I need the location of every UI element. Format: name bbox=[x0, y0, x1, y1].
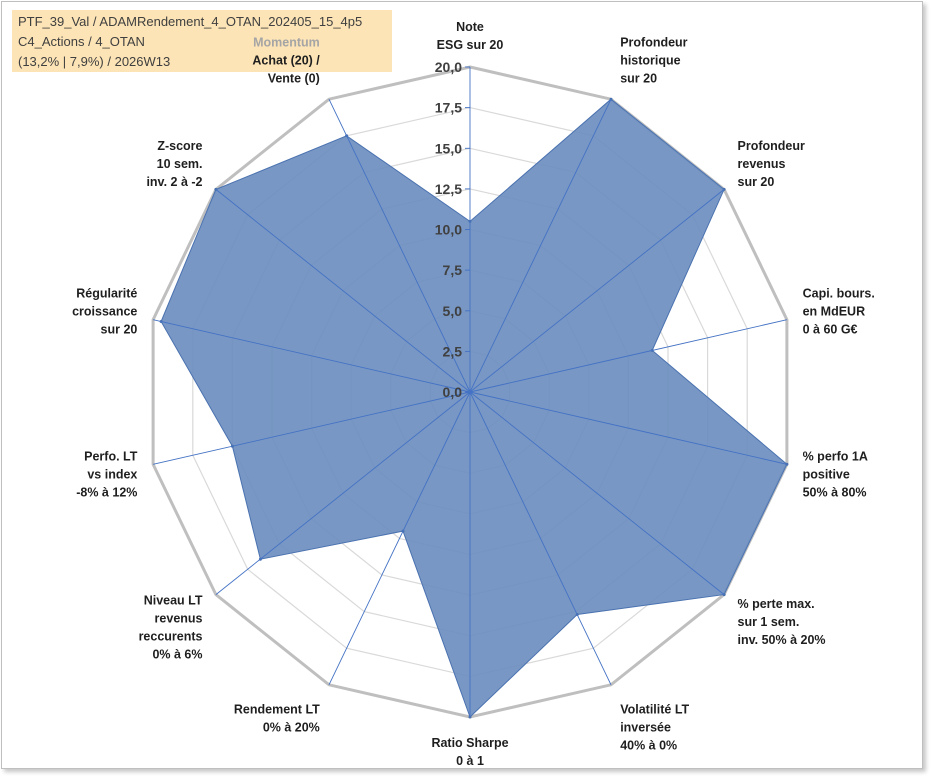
axis-label: Momentum Achat (20) / Vente (0) bbox=[252, 35, 320, 85]
axis-label-line: Rendement LT bbox=[234, 703, 320, 717]
axis-label: Z-score 10 sem. inv. 2 à -2 bbox=[146, 139, 202, 189]
axis-label-line: 0% à 6% bbox=[152, 647, 202, 661]
axis-label-line: Régularité bbox=[76, 286, 137, 300]
axis-label-line: en MdEUR bbox=[803, 304, 866, 318]
axis-label: Note ESG sur 20 bbox=[437, 20, 504, 52]
axis-label: Niveau LT revenus reccurents 0% à 6% bbox=[139, 593, 203, 661]
axis-label: Profondeur revenus sur 20 bbox=[738, 139, 805, 189]
axis-label-line: ESG sur 20 bbox=[437, 38, 504, 52]
axis-label-line: sur 20 bbox=[738, 175, 775, 189]
axis-label-line: revenus bbox=[155, 611, 203, 625]
radar-spoke bbox=[215, 391, 471, 595]
axis-label-line: 0% à 20% bbox=[263, 721, 320, 735]
axis-label-line: sur 20 bbox=[620, 71, 657, 85]
axis-label-line: 50% à 80% bbox=[803, 486, 867, 500]
radar-spoke bbox=[469, 99, 612, 393]
axis-label-line: vs index bbox=[87, 468, 137, 482]
axis-label-line: Niveau LT bbox=[144, 593, 203, 607]
axis-label-line: 0 à 60 G€ bbox=[803, 322, 858, 336]
axis-label-line: Momentum bbox=[253, 35, 320, 49]
axis-label-line: 10 sem. bbox=[157, 157, 203, 171]
axis-label-line: 40% à 0% bbox=[620, 739, 677, 753]
radar-spoke bbox=[469, 391, 788, 465]
radar-tick-label: 2,5 bbox=[443, 343, 463, 359]
axis-label-line: Z-score bbox=[157, 139, 202, 153]
axis-label-line: Profondeur bbox=[738, 139, 805, 153]
axis-label-line: % perfo 1A bbox=[803, 450, 868, 464]
axis-label: Capi. bours. en MdEUR 0 à 60 G€ bbox=[803, 286, 875, 336]
axis-label-line: croissance bbox=[72, 304, 137, 318]
radar-tick-label: 10,0 bbox=[435, 222, 462, 238]
axis-label-line: Note bbox=[456, 20, 484, 34]
info-line-stats: (13,2% | 7,9%) / 2026W13 bbox=[18, 54, 171, 69]
axis-label-line: Capi. bours. bbox=[803, 286, 875, 300]
radar-spoke bbox=[469, 189, 725, 393]
axis-label-line: inv. 2 à -2 bbox=[146, 175, 202, 189]
info-line-portfolio: PTF_39_Val / ADAMRendement_4_OTAN_202405… bbox=[18, 14, 363, 29]
axis-label-line: reccurents bbox=[139, 629, 203, 643]
radar-spoke bbox=[152, 391, 471, 465]
radar-tick-label: 0,0 bbox=[443, 384, 463, 400]
portfolio-info-box: PTF_39_Val / ADAMRendement_4_OTAN_202405… bbox=[12, 10, 392, 72]
axis-label-line: positive bbox=[803, 468, 850, 482]
axis-label: % perte max. sur 1 sem. inv. 50% à 20% bbox=[738, 597, 826, 647]
axis-label-line: % perte max. bbox=[738, 597, 815, 611]
axis-label-line: inversée bbox=[620, 721, 671, 735]
axis-label-line: 0 à 1 bbox=[456, 754, 484, 768]
axis-label: Ratio Sharpe 0 à 1 bbox=[431, 736, 508, 768]
axis-label-line: revenus bbox=[738, 157, 786, 171]
axis-label-line: Vente (0) bbox=[268, 71, 320, 85]
axis-label-line: Volatilité LT bbox=[620, 703, 689, 717]
radar-spoke bbox=[215, 189, 471, 393]
radar-spokes bbox=[152, 66, 788, 717]
axis-label-line: Achat (20) / bbox=[252, 53, 320, 67]
axis-label: Perfo. LT vs index -8% à 12% bbox=[76, 450, 138, 500]
axis-label: Régularité croissance sur 20 bbox=[72, 286, 137, 336]
axis-label-line: inv. 50% à 20% bbox=[738, 633, 826, 647]
radar-tick-label: 17,5 bbox=[435, 100, 462, 116]
radar-spoke bbox=[328, 99, 471, 393]
radar-tick-label: 12,5 bbox=[435, 181, 462, 197]
axis-label: Profondeur historique sur 20 bbox=[620, 35, 687, 85]
radar-spoke bbox=[152, 319, 471, 393]
radar-tick-label: 5,0 bbox=[443, 303, 463, 319]
axis-label-line: Perfo. LT bbox=[84, 450, 138, 464]
axis-label-line: sur 20 bbox=[101, 322, 138, 336]
axis-label: % perfo 1A positive 50% à 80% bbox=[803, 450, 868, 500]
radar-spoke bbox=[469, 319, 788, 393]
radar-spoke bbox=[328, 391, 471, 685]
radar-spoke bbox=[469, 391, 612, 685]
radar-tick-label: 15,0 bbox=[435, 140, 462, 156]
radar-tick-label: 7,5 bbox=[443, 262, 463, 278]
axis-label-line: Ratio Sharpe bbox=[431, 736, 508, 750]
axis-label: Volatilité LT inversée 40% à 0% bbox=[620, 703, 689, 753]
radar-spoke bbox=[469, 391, 725, 595]
axis-label-line: -8% à 12% bbox=[76, 486, 137, 500]
axis-label-line: sur 1 sem. bbox=[738, 615, 800, 629]
info-line-category: C4_Actions / 4_OTAN bbox=[18, 34, 145, 49]
axis-label-line: Profondeur bbox=[620, 35, 687, 49]
axis-label-line: historique bbox=[620, 53, 680, 67]
axis-label: Rendement LT 0% à 20% bbox=[234, 703, 320, 735]
radar-tick-label: 20,0 bbox=[435, 59, 462, 75]
radar-tick-labels: 0,0 2,5 5,0 7,5 10,0 12,5 15,0 17,5 20,0 bbox=[435, 59, 462, 400]
radar-axis-labels: Note ESG sur 20 Profondeur historique sur 20… bbox=[72, 20, 875, 768]
